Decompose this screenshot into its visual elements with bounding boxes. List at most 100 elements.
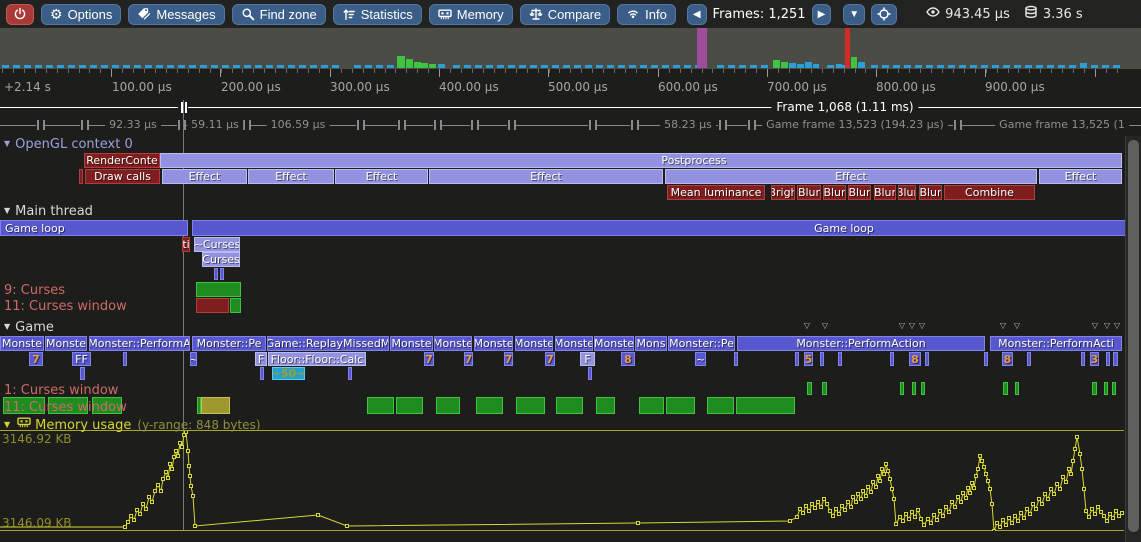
frame-histogram-bar[interactable] [1091, 65, 1098, 68]
message-marker-icon[interactable]: ▽ [918, 321, 926, 330]
message-marker-icon[interactable]: ▽ [1091, 321, 1099, 330]
frame-histogram-bar[interactable] [805, 62, 812, 68]
frame-histogram-bar[interactable] [321, 65, 328, 68]
zone-bar[interactable] [48, 397, 88, 414]
zone-renderconte[interactable]: RenderConte [84, 153, 160, 168]
frame-histogram-bar[interactable] [773, 60, 780, 68]
frame-histogram-bar[interactable] [618, 65, 625, 68]
frame-histogram-bar[interactable] [981, 65, 988, 68]
frame-histogram-bar[interactable] [57, 65, 64, 68]
frame-histogram-bar[interactable] [475, 65, 482, 68]
zone-postprocess[interactable]: Postprocess [160, 153, 1122, 168]
section-game-header[interactable]: ▼ Game [4, 320, 54, 335]
zone-bar[interactable] [588, 367, 592, 380]
zone-effect[interactable]: Effect [335, 169, 428, 184]
section-main-thread-header[interactable]: ▼ Main thread [4, 204, 93, 219]
memory-usage-plot[interactable] [0, 431, 1141, 531]
zone-monste[interactable]: Monste [515, 336, 553, 351]
zone-blur[interactable]: Blur [874, 185, 896, 200]
zone-effect[interactable]: Effect [1039, 169, 1122, 184]
frame-histogram-bar[interactable] [453, 65, 460, 68]
frame-histogram-bar[interactable] [640, 65, 647, 68]
prev-frame-button[interactable]: ◀ [686, 3, 707, 25]
zone-bar[interactable] [476, 397, 503, 414]
statistics-button[interactable]: Statistics [332, 3, 422, 25]
zone-bar[interactable] [820, 352, 824, 366]
lock-label-1-curses-window[interactable]: 1: Curses window [4, 383, 119, 398]
frame-histogram-bar[interactable] [167, 65, 174, 68]
frame-histogram-bar[interactable] [13, 65, 20, 68]
zone-bar[interactable] [367, 397, 394, 414]
frame-histogram-bar[interactable] [508, 65, 515, 68]
frame-histogram-bar[interactable] [429, 64, 436, 68]
zone-monste[interactable]: Monste [555, 336, 593, 351]
zone-effect[interactable]: Effect [162, 169, 247, 184]
zone-bar[interactable] [1113, 352, 1118, 366]
frame-histogram-bar[interactable] [1069, 65, 1076, 68]
frame-histogram-bar[interactable] [1080, 63, 1087, 68]
frame-histogram-bar[interactable] [244, 65, 251, 68]
frame-histogram-bar[interactable] [1036, 65, 1043, 68]
frame-histogram-bar[interactable] [992, 65, 999, 68]
zone-bar[interactable] [984, 352, 988, 366]
frame-histogram-bar[interactable] [851, 57, 857, 68]
frame-histogram-bar[interactable] [211, 65, 218, 68]
zone-bar[interactable] [1027, 352, 1031, 366]
zone-mons[interactable]: Mons [635, 336, 667, 351]
zone-bar[interactable] [260, 367, 264, 380]
frame-histogram-bar[interactable] [497, 65, 504, 68]
zone-bar[interactable] [556, 397, 583, 414]
zone-monster-performacti[interactable]: Monster::PerformActi [990, 336, 1122, 351]
frame-histogram-bar[interactable] [486, 65, 493, 68]
zone-monste[interactable]: Monste [594, 336, 634, 351]
frame-histogram-bar[interactable] [90, 65, 97, 68]
frame-histogram-bar[interactable] [288, 65, 295, 68]
zone-bar[interactable] [1092, 382, 1097, 395]
zone-blur[interactable]: Blur [848, 185, 871, 200]
zone-7[interactable]: 7 [29, 352, 43, 366]
frame-histogram-bar[interactable] [836, 64, 842, 68]
frame-histogram-bar[interactable] [684, 65, 691, 68]
messages-button[interactable]: Messages [128, 3, 225, 25]
zone-monste[interactable]: Monste [474, 336, 513, 351]
zone-floor-floor-calc[interactable]: Floor::Floor::Calc [268, 352, 366, 366]
frame-histogram-bar[interactable] [46, 65, 53, 68]
zone-bar[interactable] [80, 367, 85, 380]
frame-histogram-bar[interactable] [717, 65, 724, 68]
section-opengl-header[interactable]: ▼ OpenGL context 0 [4, 137, 133, 152]
zone-bar[interactable] [230, 298, 241, 313]
frame-histogram-bar[interactable] [464, 65, 471, 68]
zone-curses[interactable]: Curses [202, 252, 240, 267]
frame-histogram-bar[interactable] [530, 65, 537, 68]
zone-7[interactable]: 7 [424, 352, 434, 366]
message-marker-icon[interactable]: ▽ [1013, 321, 1021, 330]
frame-histogram-bar[interactable] [1058, 65, 1065, 68]
frame-histogram-bar[interactable] [266, 65, 273, 68]
frame-histogram-bar[interactable] [904, 65, 911, 68]
frame-histogram-bar[interactable] [376, 65, 383, 68]
zone-bar[interactable] [197, 397, 201, 414]
frame-histogram-bar[interactable] [789, 63, 796, 68]
frame-histogram-bar[interactable] [1014, 65, 1021, 68]
zone-blur[interactable]: Blur [898, 185, 916, 200]
zone-bar[interactable] [201, 397, 230, 414]
zone-blur[interactable]: Blur [919, 185, 942, 200]
zone-f[interactable]: F [255, 352, 267, 366]
frame-histogram-bar[interactable] [552, 65, 559, 68]
scrollbar-thumb[interactable] [1128, 140, 1139, 532]
zone-7[interactable]: 7 [464, 352, 473, 366]
frame-histogram-bar[interactable] [959, 65, 966, 68]
zone-bar[interactable] [123, 352, 127, 366]
zone-[interactable]: ~ [695, 352, 706, 366]
frame-histogram-bar[interactable] [354, 65, 361, 68]
find-zone-button[interactable]: Find zone [231, 3, 326, 25]
zone-monster-pe[interactable]: Monster::Pe [668, 336, 735, 351]
compare-button[interactable]: Compare [519, 3, 611, 25]
frame-histogram[interactable] [0, 28, 1141, 69]
zone-blur[interactable]: Blur [823, 185, 846, 200]
message-marker-icon[interactable]: ▽ [908, 321, 916, 330]
frame-histogram-bar[interactable] [387, 65, 394, 68]
frame-histogram-bar[interactable] [797, 64, 804, 68]
frame-histogram-bar[interactable] [178, 65, 185, 68]
zone-monste[interactable]: Monste [434, 336, 472, 351]
